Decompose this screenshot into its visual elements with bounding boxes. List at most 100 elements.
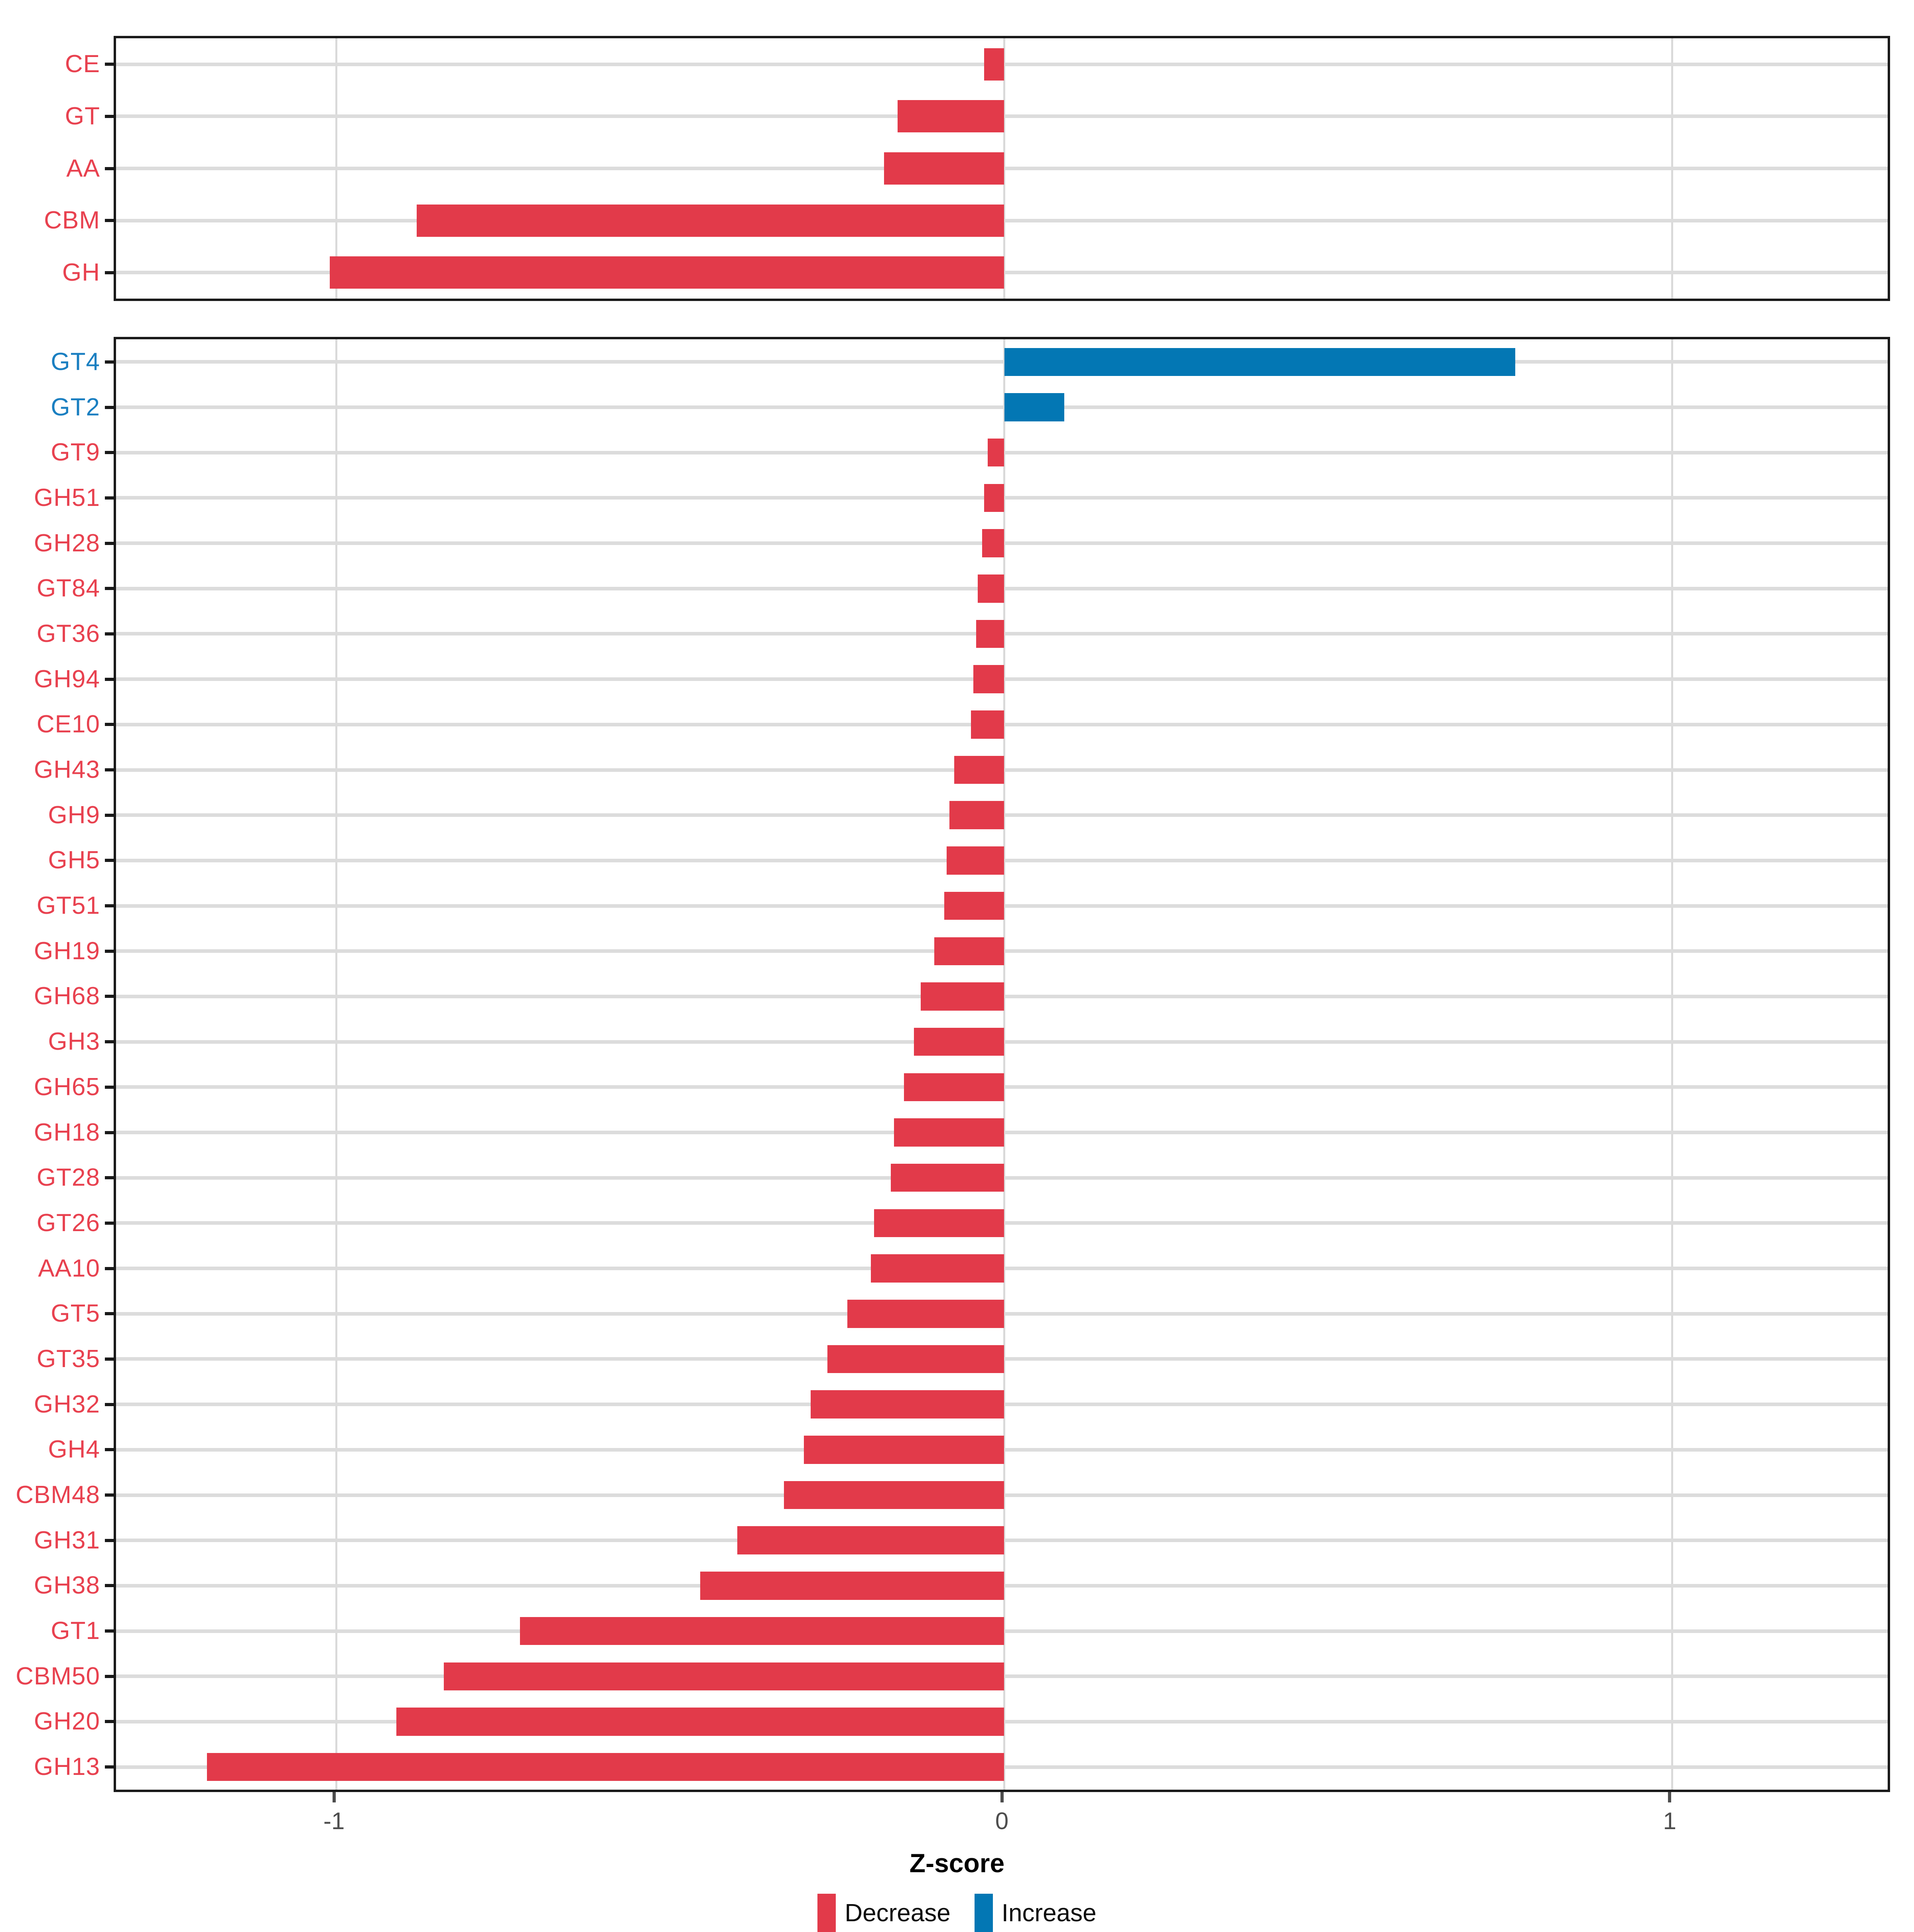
legend: Decrease Increase bbox=[0, 1894, 1914, 1932]
y-axis-label-gh20: GH20 bbox=[34, 1708, 100, 1735]
y-axis-label-cbm48: CBM48 bbox=[16, 1481, 100, 1509]
y-axis-label-gh31: GH31 bbox=[34, 1526, 100, 1554]
bar-gh20 bbox=[396, 1708, 1004, 1736]
y-axis-label-gh94: GH94 bbox=[34, 665, 100, 693]
bar-gh3 bbox=[914, 1027, 1004, 1056]
bar-gh65 bbox=[904, 1073, 1004, 1102]
y-axis-tick bbox=[105, 541, 114, 545]
bar-gt2 bbox=[1004, 393, 1065, 421]
x-axis-title: Z-score bbox=[909, 1848, 1005, 1878]
y-axis-label-ce10: CE10 bbox=[36, 710, 100, 738]
y-axis-tick bbox=[105, 1584, 114, 1588]
y-axis-label-ce: CE bbox=[65, 50, 100, 78]
legend-label-increase: Increase bbox=[1001, 1899, 1097, 1927]
bar-gh68 bbox=[921, 982, 1004, 1011]
y-axis-label-gh68: GH68 bbox=[34, 982, 100, 1010]
y-axis-tick bbox=[105, 1085, 114, 1089]
y-axis-label-gh51: GH51 bbox=[34, 484, 100, 512]
y-axis-tick bbox=[105, 271, 114, 274]
bar-cbm50 bbox=[444, 1662, 1004, 1691]
y-axis-tick bbox=[105, 1221, 114, 1225]
legend-swatch-increase-icon bbox=[974, 1894, 993, 1932]
bar-gh18 bbox=[894, 1118, 1004, 1147]
legend-label-decrease: Decrease bbox=[845, 1899, 951, 1927]
gridline-vertical bbox=[1671, 339, 1673, 1790]
y-axis-label-gh: GH bbox=[62, 258, 100, 286]
y-axis-label-gt36: GT36 bbox=[36, 620, 100, 647]
y-axis-label-aa10: AA10 bbox=[38, 1254, 100, 1282]
legend-swatch-decrease-icon bbox=[817, 1894, 836, 1932]
y-axis-tick bbox=[105, 677, 114, 681]
y-axis-label-gt28: GT28 bbox=[36, 1164, 100, 1192]
bar-ce bbox=[984, 48, 1004, 81]
bar-gh94 bbox=[973, 665, 1004, 693]
bar-gt26 bbox=[874, 1209, 1004, 1238]
y-axis-label-gt84: GT84 bbox=[36, 574, 100, 602]
gridline-horizontal bbox=[116, 360, 1888, 364]
y-axis-tick bbox=[105, 167, 114, 170]
y-axis-tick bbox=[105, 859, 114, 862]
y-axis-label-gh4: GH4 bbox=[48, 1436, 100, 1464]
y-axis-tick bbox=[105, 587, 114, 590]
y-axis-label-gt: GT bbox=[65, 102, 100, 130]
bar-gt36 bbox=[976, 620, 1004, 648]
y-axis-label-gh13: GH13 bbox=[34, 1753, 100, 1781]
y-axis-tick bbox=[105, 1720, 114, 1723]
y-axis-tick bbox=[105, 1176, 114, 1180]
x-axis-tick bbox=[332, 1792, 336, 1802]
y-axis-label-gt2: GT2 bbox=[51, 393, 100, 421]
y-axis-tick bbox=[105, 63, 114, 66]
bar-gh38 bbox=[700, 1572, 1004, 1600]
y-axis-label-cbm50: CBM50 bbox=[16, 1662, 100, 1690]
y-axis-label-gh5: GH5 bbox=[48, 846, 100, 874]
bar-gh31 bbox=[737, 1526, 1004, 1554]
y-axis-label-gh65: GH65 bbox=[34, 1073, 100, 1101]
bar-gt9 bbox=[987, 438, 1004, 467]
x-axis-tick-label: 1 bbox=[1663, 1808, 1676, 1834]
cazyme-class-panel bbox=[114, 36, 1890, 301]
legend-item-increase[interactable]: Increase bbox=[974, 1894, 1097, 1932]
bar-gh4 bbox=[804, 1436, 1004, 1464]
bar-gh32 bbox=[810, 1390, 1004, 1419]
y-axis-tick bbox=[105, 360, 114, 364]
y-axis-label-gh28: GH28 bbox=[34, 529, 100, 557]
y-axis-tick bbox=[105, 904, 114, 908]
bar-gh51 bbox=[984, 484, 1004, 512]
bar-gh43 bbox=[954, 755, 1004, 784]
y-axis-tick bbox=[105, 1629, 114, 1633]
y-axis-tick bbox=[105, 1539, 114, 1542]
y-axis-label-aa: AA bbox=[66, 154, 100, 182]
y-axis-label-gt26: GT26 bbox=[36, 1209, 100, 1237]
x-axis-tick-label: -1 bbox=[323, 1808, 345, 1834]
plot-area-top bbox=[116, 38, 1888, 299]
bar-gt bbox=[897, 100, 1004, 133]
y-axis-tick bbox=[105, 949, 114, 953]
bar-cbm bbox=[416, 204, 1004, 237]
bar-gt4 bbox=[1004, 348, 1515, 376]
y-axis-tick bbox=[105, 1312, 114, 1316]
bar-gh5 bbox=[947, 846, 1004, 875]
legend-item-decrease[interactable]: Decrease bbox=[817, 1894, 951, 1932]
gridline-vertical bbox=[335, 339, 338, 1790]
bar-gt35 bbox=[827, 1345, 1004, 1373]
bar-gt1 bbox=[520, 1617, 1004, 1645]
y-axis-tick bbox=[105, 1493, 114, 1497]
bar-gh13 bbox=[207, 1753, 1004, 1781]
bar-aa bbox=[884, 152, 1004, 185]
gridline-vertical bbox=[1003, 339, 1005, 1790]
y-axis-tick bbox=[105, 219, 114, 222]
bar-gh9 bbox=[949, 801, 1004, 829]
y-axis-tick bbox=[105, 1765, 114, 1769]
y-axis-tick bbox=[105, 1357, 114, 1361]
bar-gh28 bbox=[982, 529, 1004, 557]
y-axis-tick bbox=[105, 405, 114, 409]
y-axis-tick bbox=[105, 723, 114, 726]
y-axis-tick bbox=[105, 1674, 114, 1678]
bar-ce10 bbox=[971, 710, 1004, 739]
y-axis-label-gt9: GT9 bbox=[51, 439, 100, 466]
y-axis-label-gh3: GH3 bbox=[48, 1028, 100, 1056]
x-axis-tick-label: 0 bbox=[995, 1808, 1009, 1834]
bar-gt28 bbox=[890, 1163, 1004, 1192]
y-axis-label-cbm: CBM bbox=[44, 207, 100, 234]
y-axis-tick bbox=[105, 632, 114, 635]
